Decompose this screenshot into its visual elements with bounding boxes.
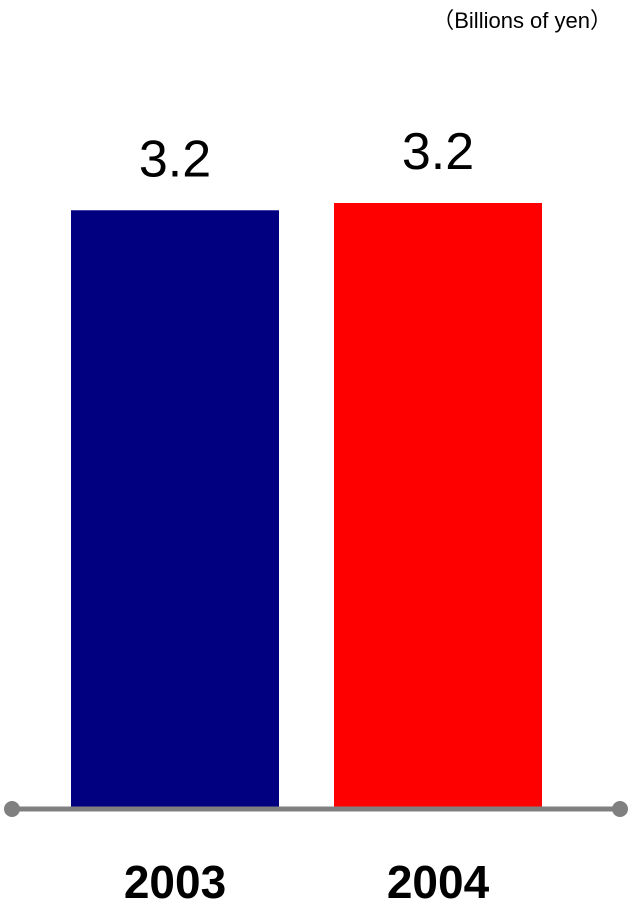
labels-group: 3.2 2003 3.2 2004: [124, 123, 490, 906]
value-label-2003: 3.2: [139, 130, 211, 188]
value-label-2004: 3.2: [402, 123, 474, 181]
bar-2003: [71, 210, 279, 810]
category-label-2003: 2003: [124, 856, 226, 906]
category-label-2004: 2004: [387, 856, 490, 906]
x-axis-left-endpoint: [4, 801, 20, 817]
x-axis: [4, 801, 628, 817]
bar-2004: [334, 203, 542, 809]
bars-group: [71, 203, 542, 810]
unit-label: （Billions of yen）: [432, 8, 612, 33]
x-axis-right-endpoint: [612, 801, 628, 817]
